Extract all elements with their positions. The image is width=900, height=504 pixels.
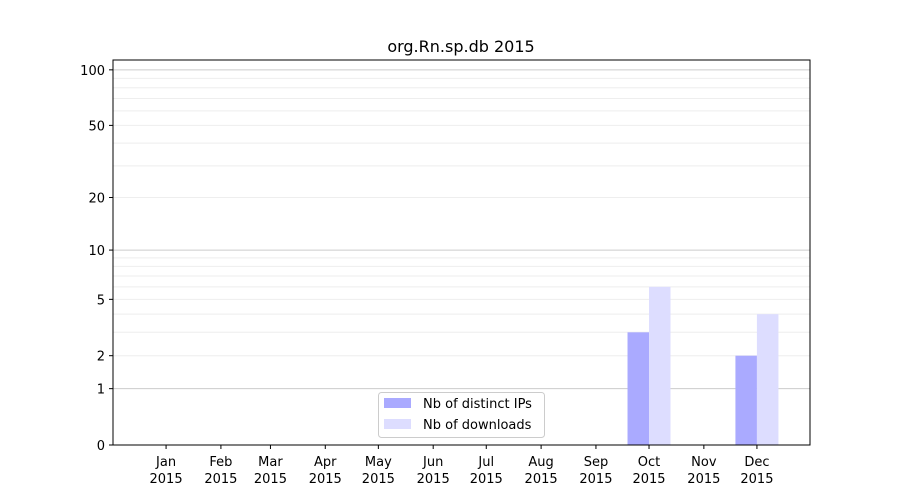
y-tick-label: 10 [88,244,105,259]
chart-title: org.Rn.sp.db 2015 [387,37,534,56]
x-tick-label: Jul [477,455,494,470]
plot-frame [112,59,811,446]
x-tick-year: 2015 [150,472,183,487]
x-tick-label: Mar [258,455,283,470]
x-axis: Jan 2015 Feb 2015 Mar 2015 Apr 2015 May 2015 Jun 20… [150,445,773,487]
y-tick-label: 50 [88,119,105,134]
legend-label: Nb of distinct IPs [423,397,532,412]
x-tick-label: Apr [314,455,337,470]
bar [735,355,757,445]
x-tick-label: Oct [638,455,660,470]
x-tick-label: May [365,455,392,470]
x-tick-year: 2015 [417,472,450,487]
x-tick-label: Aug [528,455,553,470]
x-tick-label: Jan [155,455,176,470]
x-tick-year: 2015 [204,472,237,487]
x-tick-year: 2015 [362,472,395,487]
y-tick-label: 2 [97,350,105,365]
x-tick-label: Jun [422,455,443,470]
y-tick-label: 0 [97,439,105,454]
x-tick-year: 2015 [309,472,342,487]
x-tick-label: Dec [744,455,769,470]
legend-label: Nb of downloads [423,418,532,433]
y-tick-label: 1 [97,383,105,398]
y-tick-label: 20 [88,192,105,207]
legend-swatch [384,398,411,408]
x-tick-year: 2015 [254,472,287,487]
y-axis: 0 1 2 5 10 20 50 100 [80,64,113,454]
x-tick-label: Sep [584,455,609,470]
bar [756,314,779,445]
x-tick-year: 2015 [470,472,503,487]
y-tick-label: 100 [80,64,105,79]
x-tick-label: Feb [209,455,232,470]
x-tick-year: 2015 [525,472,558,487]
x-tick-label: Nov [691,455,717,470]
bar [649,286,671,445]
legend-swatch [384,419,411,429]
x-tick-year: 2015 [579,472,612,487]
x-tick-year: 2015 [740,472,773,487]
y-tick-label: 5 [97,293,105,308]
bars [627,286,779,445]
x-tick-year: 2015 [687,472,720,487]
x-tick-year: 2015 [632,472,665,487]
bar [627,332,650,445]
legend: Nb of distinct IPs Nb of downloads [378,392,545,438]
gridlines [113,69,810,390]
legend-box [378,392,545,438]
